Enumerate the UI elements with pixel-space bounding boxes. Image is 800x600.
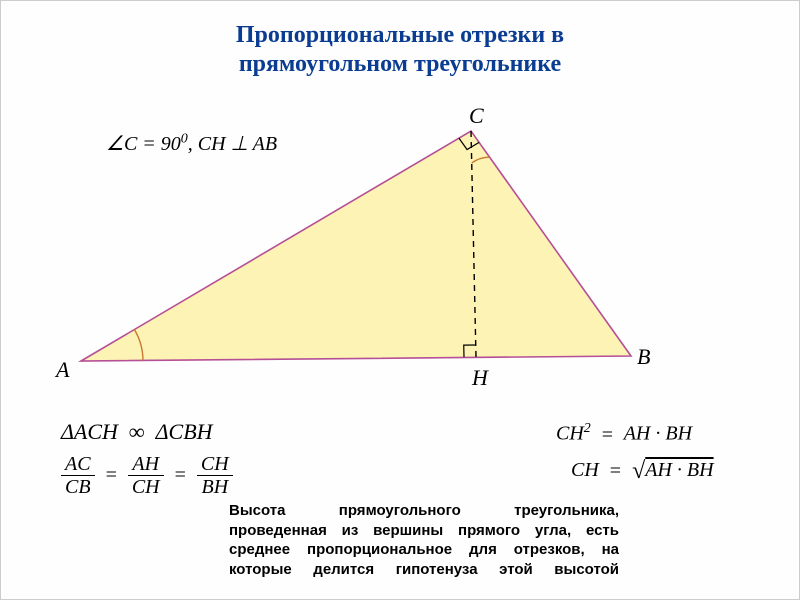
triangle-shape [81,131,631,361]
vertex-label-b: B [637,344,650,370]
title-line1: Пропорциональные отрезки в [236,22,564,48]
vertex-label-c: C [469,103,484,129]
ch-root-formula: CH = √AH · BH [571,456,714,483]
given-formula: ∠C = 900, CH ⊥ AB [106,131,277,156]
vertex-label-a: A [56,357,69,383]
title-line2: прямоугольном треугольнике [239,51,561,77]
similar-formula: ΔACH ∞ ΔCBH [61,419,213,445]
page-title: Пропорциональные отрезки в прямоугольном… [1,1,799,89]
theorem-text: Высота прямоугольного треугольника, пров… [229,501,619,579]
vertex-label-h: H [472,365,488,391]
ch-squared-formula: CH2 = AH · BH [556,421,692,447]
ratio-formula: ACCB = AHCH = CHBH [61,453,233,498]
